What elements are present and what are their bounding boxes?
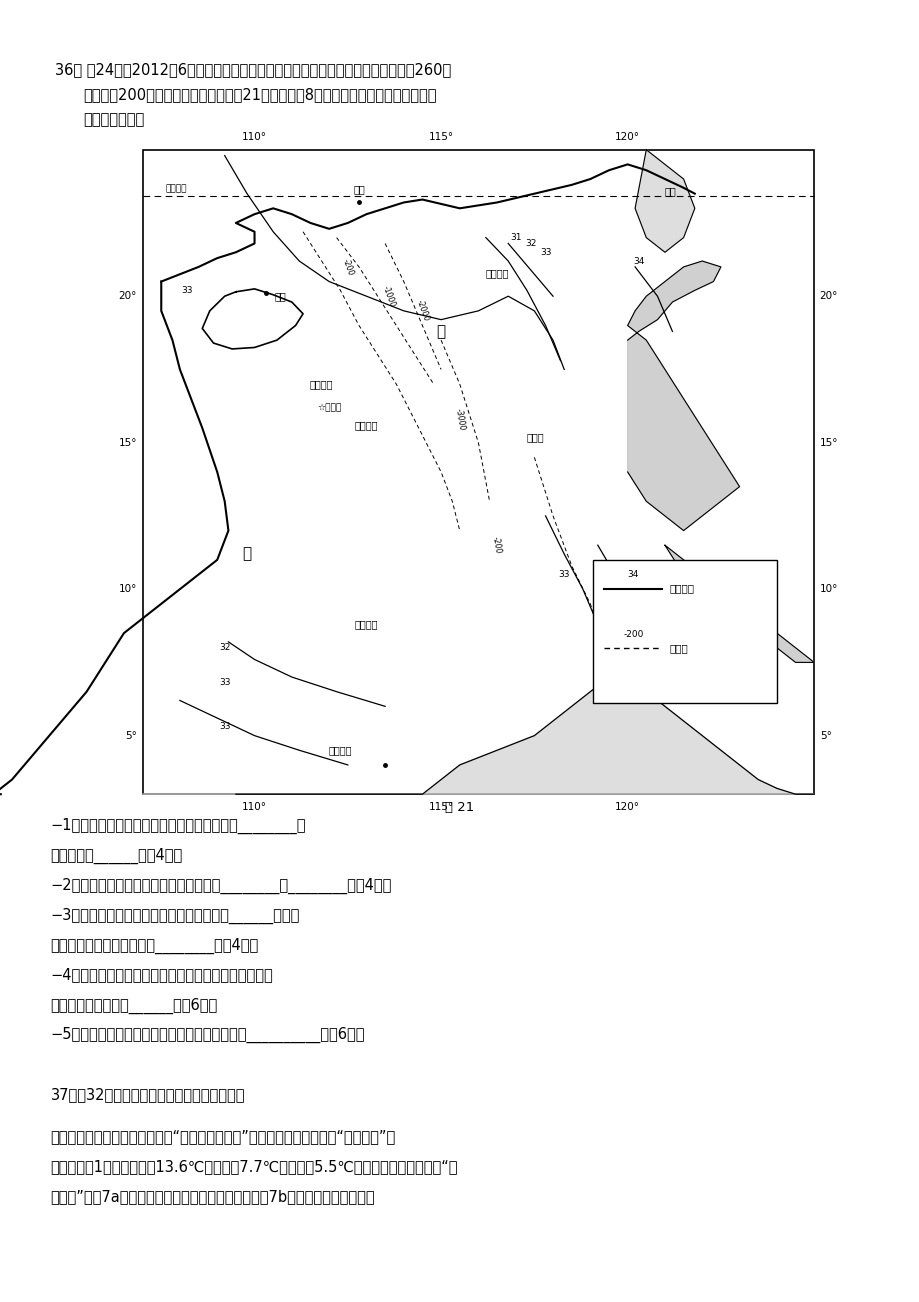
Text: −4为解决三沙市发展过程中面临的淡水资源稀缺问题，: −4为解决三沙市发展过程中面临的淡水资源稀缺问题， [51,967,273,983]
Text: 36， （24分）2012年6月，国务院批准设立三沙市，管辖西沙、中沙、南沙群岛的260多: 36， （24分）2012年6月，国务院批准设立三沙市，管辖西沙、中沙、南沙群岛… [55,62,451,78]
Polygon shape [664,546,813,663]
Text: 20°: 20° [119,292,137,301]
Text: 10°: 10° [819,585,837,594]
Text: 31: 31 [509,233,521,242]
Polygon shape [634,150,694,253]
Bar [142,150,813,794]
Text: 120°: 120° [615,802,640,812]
Text: 34: 34 [627,570,639,579]
Polygon shape [202,289,302,349]
Text: 图 21: 图 21 [445,801,474,814]
Text: −3三沙市的海屸类型主要属于生物海屸中的______海屸，: −3三沙市的海屸类型主要属于生物海屸中的______海屸， [51,907,300,923]
Text: 广州: 广州 [353,184,365,194]
Text: 称的攀枝花1月平均气温达13.6℃（昆明为7.7℃，成都为5.5℃），是长江流域冬季的“温: 称的攀枝花1月平均气温达13.6℃（昆明为7.7℃，成都为5.5℃），是长江流域… [51,1159,458,1174]
Text: 32: 32 [525,240,536,247]
Text: 115°: 115° [428,132,453,142]
Text: 暖之都”。图7a示意攀枝花在我国西南地区的位置，图7b示意攀枝花周边地形。: 暖之都”。图7a示意攀枝花在我国西南地区的位置，图7b示意攀枝花周边地形。 [51,1189,375,1204]
Text: 海口: 海口 [274,292,286,301]
Text: 20°: 20° [819,292,837,301]
Text: 曾母暗沙: 曾母暗沙 [328,745,352,755]
Polygon shape [142,677,813,794]
Text: -2000: -2000 [414,299,430,323]
Text: -200: -200 [340,258,355,276]
Text: 主要原因是______。（4分）: 主要原因是______。（4分） [51,848,183,863]
Text: 115°: 115° [428,802,453,812]
Text: 15°: 15° [819,437,837,448]
Text: 黄岩岛: 黄岩岛 [527,432,544,441]
Text: 10°: 10° [119,585,137,594]
Text: 西沙群岛: 西沙群岛 [310,379,333,389]
Text: 中沙群岛: 中沙群岛 [355,421,378,430]
Text: 拟采取的主要措施有______。（6分）: 拟采取的主要措施有______。（6分） [51,997,218,1013]
Text: 33: 33 [558,570,570,579]
Text: 5°: 5° [125,730,137,741]
Text: 台湾: 台湾 [664,186,676,195]
Text: 110°: 110° [242,802,267,812]
Text: 34: 34 [596,579,607,587]
Text: 回答下列问题。: 回答下列问题。 [83,112,144,128]
Text: 据此，其适合发展的产业为________。（4分）: 据此，其适合发展的产业为________。（4分） [51,937,258,953]
Text: 个岛礁及200多万平方千米的海域。图21是南海海域8月份表层海水盐度分布图。读图: 个岛礁及200多万平方千米的海域。图21是南海海域8月份表层海水盐度分布图。读图 [83,87,436,103]
Text: 34: 34 [632,256,644,266]
Text: −5设立三沙市对维护我国海洋权益的重要意义有__________。（6分）: −5设立三沙市对维护我国海洋权益的重要意义有__________。（6分） [51,1027,365,1043]
Text: 120°: 120° [615,132,640,142]
Text: ☆三沙市: ☆三沙市 [317,404,341,411]
Text: 东沙群岛: 东沙群岛 [485,268,508,277]
Text: 居住在成都的小明和小亮在“寻找最佳避寒地”的课外研究中发现，有“百里钐城”之: 居住在成都的小明和小亮在“寻找最佳避寒地”的课外研究中发现，有“百里钐城”之 [51,1129,395,1144]
Text: -3000: -3000 [453,408,466,431]
Text: 33: 33 [219,678,230,687]
Text: −2当前，三沙市可开发利用的清洁能源有________、________。（4分）: −2当前，三沙市可开发利用的清洁能源有________、________。（4分… [51,878,391,893]
Polygon shape [627,260,739,531]
Text: -200: -200 [491,536,503,555]
Bar [593,560,777,703]
Text: 5°: 5° [819,730,831,741]
Text: 等盐度线: 等盐度线 [669,583,694,594]
Text: -200: -200 [622,630,643,639]
Text: 33: 33 [219,723,230,732]
Text: 37、（32分）阅读图文资料，完成下列要求。: 37、（32分）阅读图文资料，完成下列要求。 [51,1087,244,1103]
Text: 南沙群岛: 南沙群岛 [355,620,378,629]
Text: 110°: 110° [242,132,267,142]
Text: 等深线: 等深线 [669,643,687,654]
Text: 北回归线: 北回归线 [165,185,187,194]
Text: -1000: -1000 [380,284,396,309]
Text: 15°: 15° [119,437,137,448]
Text: 33: 33 [539,247,550,256]
Text: −1与同纬度太平洋相比，南海表层海水盐度偏________，: −1与同纬度太平洋相比，南海表层海水盐度偏________， [51,818,306,833]
Text: 海: 海 [243,547,252,561]
Text: 32: 32 [219,643,230,652]
Text: 33: 33 [181,286,193,294]
Text: 南: 南 [436,324,445,339]
